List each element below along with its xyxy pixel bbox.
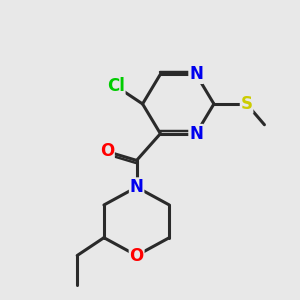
Text: O: O <box>130 247 144 265</box>
Text: O: O <box>100 142 114 160</box>
Text: N: N <box>130 178 144 196</box>
Text: S: S <box>241 95 253 113</box>
Text: N: N <box>189 125 203 143</box>
Text: Cl: Cl <box>107 77 125 95</box>
Text: N: N <box>189 65 203 83</box>
